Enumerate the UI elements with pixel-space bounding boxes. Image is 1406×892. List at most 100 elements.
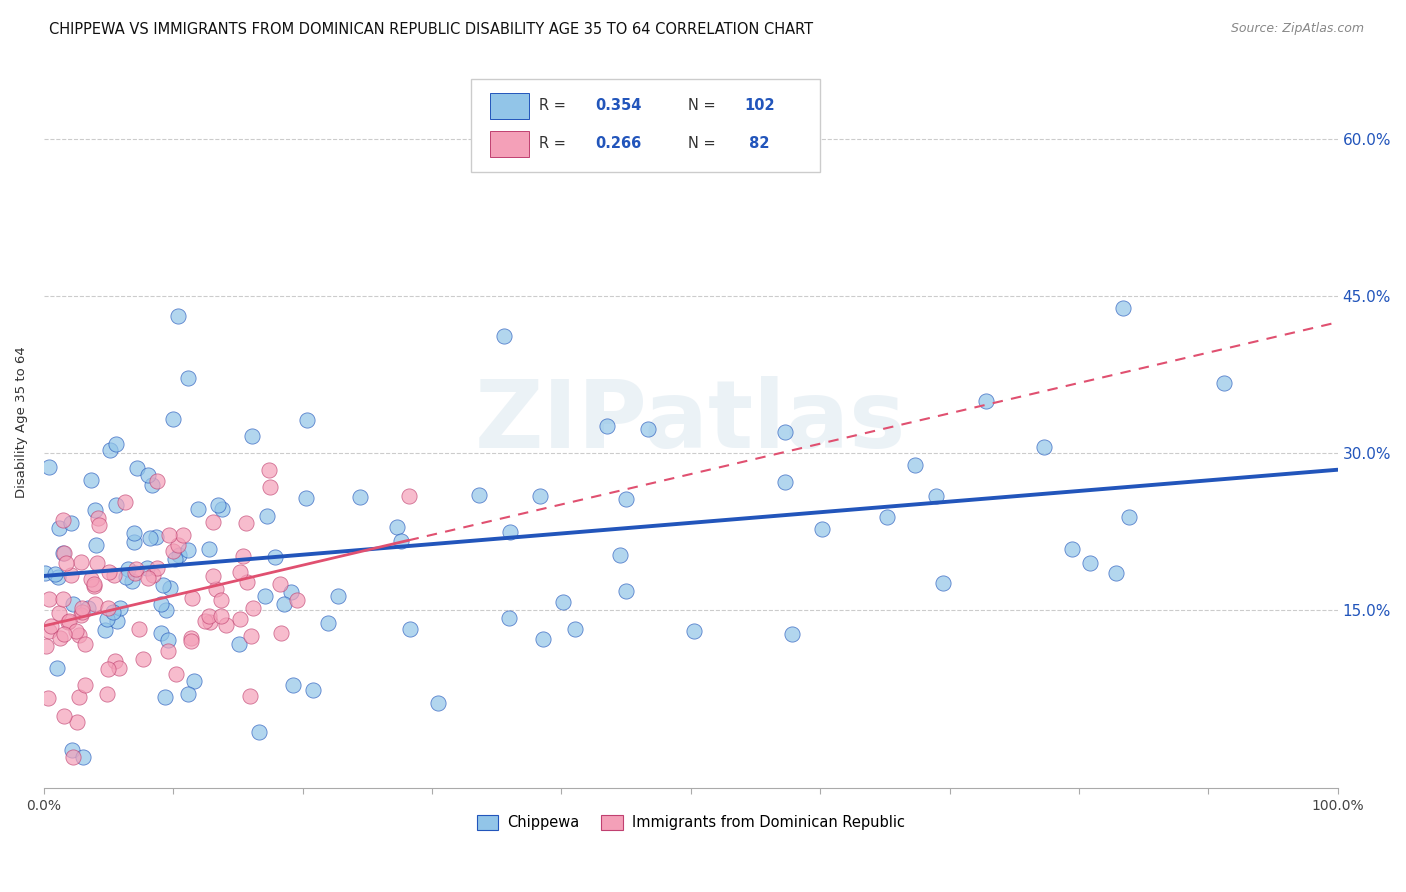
Immigrants from Dominican Republic [70,608,93,623]
Immigrants from Dominican Republic [239,629,262,643]
Chippewa [976,394,998,409]
Immigrants from Dominican Republic [229,565,252,579]
Chippewa [62,597,84,611]
Immigrants from Dominican Republic [53,709,76,723]
Chippewa [780,627,803,641]
Immigrants from Dominican Republic [86,556,108,570]
Immigrants from Dominican Republic [66,714,89,729]
Immigrants from Dominican Republic [69,555,91,569]
Chippewa [72,749,94,764]
Immigrants from Dominican Republic [165,666,187,681]
Chippewa [467,488,489,502]
Chippewa [48,520,70,534]
Immigrants from Dominican Republic [285,593,308,607]
Chippewa [198,541,221,556]
Immigrants from Dominican Republic [181,591,204,605]
Chippewa [775,475,797,489]
Immigrants from Dominican Republic [205,582,228,596]
Chippewa [176,371,198,385]
Chippewa [683,624,706,638]
Immigrants from Dominican Republic [103,568,125,582]
Chippewa [136,467,159,482]
Chippewa [1078,556,1101,570]
Immigrants from Dominican Republic [229,612,252,626]
Immigrants from Dominican Republic [146,474,169,488]
Text: Source: ZipAtlas.com: Source: ZipAtlas.com [1230,22,1364,36]
Immigrants from Dominican Republic [53,545,76,559]
Immigrants from Dominican Republic [67,690,90,704]
Chippewa [614,491,637,506]
Chippewa [167,548,190,562]
Immigrants from Dominican Republic [142,567,165,582]
Chippewa [529,489,551,503]
Text: N =: N = [688,136,720,152]
Text: 102: 102 [744,98,775,113]
Immigrants from Dominican Republic [232,549,254,564]
Chippewa [498,611,520,625]
Chippewa [108,601,131,615]
Chippewa [79,473,101,487]
Immigrants from Dominican Republic [235,516,257,530]
Chippewa [1213,376,1236,391]
Text: N =: N = [688,98,720,113]
Immigrants from Dominican Republic [70,605,93,619]
Immigrants from Dominican Republic [48,606,70,620]
Chippewa [93,623,115,637]
Immigrants from Dominican Republic [96,687,118,701]
Chippewa [326,589,349,603]
Immigrants from Dominican Republic [194,614,217,628]
Chippewa [427,696,450,710]
Immigrants from Dominican Republic [75,637,97,651]
Immigrants from Dominican Republic [48,632,70,646]
Chippewa [139,532,162,546]
Immigrants from Dominican Republic [136,571,159,585]
Immigrants from Dominican Republic [209,608,232,623]
Immigrants from Dominican Republic [257,463,280,477]
Text: R =: R = [540,98,571,113]
Immigrants from Dominican Republic [67,628,90,642]
Chippewa [1060,541,1083,556]
Legend: Chippewa, Immigrants from Dominican Republic: Chippewa, Immigrants from Dominican Repu… [471,809,911,836]
Chippewa [117,562,139,576]
Chippewa [122,525,145,540]
Chippewa [904,458,927,472]
Immigrants from Dominican Republic [104,654,127,668]
Immigrants from Dominican Republic [201,516,224,530]
Chippewa [247,724,270,739]
Chippewa [1111,301,1133,315]
Immigrants from Dominican Republic [83,598,105,612]
Text: 82: 82 [744,136,769,152]
Chippewa [1033,440,1056,454]
Immigrants from Dominican Republic [70,601,93,615]
Immigrants from Dominican Republic [215,618,238,632]
Chippewa [207,498,229,512]
Bar [491,94,529,119]
Immigrants from Dominican Republic [41,618,63,632]
Immigrants from Dominican Republic [180,631,202,645]
Immigrants from Dominican Republic [259,480,281,494]
Chippewa [280,585,302,599]
Chippewa [38,460,60,475]
Chippewa [302,683,325,698]
Chippewa [155,603,177,617]
Chippewa [609,549,631,563]
Immigrants from Dominican Republic [53,627,76,641]
Chippewa [60,516,83,530]
Chippewa [637,422,659,436]
Text: ZIPatlas: ZIPatlas [475,376,907,467]
Text: R =: R = [540,136,571,152]
Chippewa [105,614,128,628]
Chippewa [316,615,339,630]
Chippewa [596,419,619,434]
Immigrants from Dominican Republic [55,556,77,570]
Chippewa [553,595,575,609]
Immigrants from Dominican Republic [146,560,169,574]
Immigrants from Dominican Republic [65,624,87,639]
Chippewa [124,534,146,549]
Chippewa [83,503,105,517]
Chippewa [152,577,174,591]
FancyBboxPatch shape [471,78,820,172]
Immigrants from Dominican Republic [73,678,96,692]
Immigrants from Dominican Republic [35,639,58,653]
Chippewa [46,661,69,675]
